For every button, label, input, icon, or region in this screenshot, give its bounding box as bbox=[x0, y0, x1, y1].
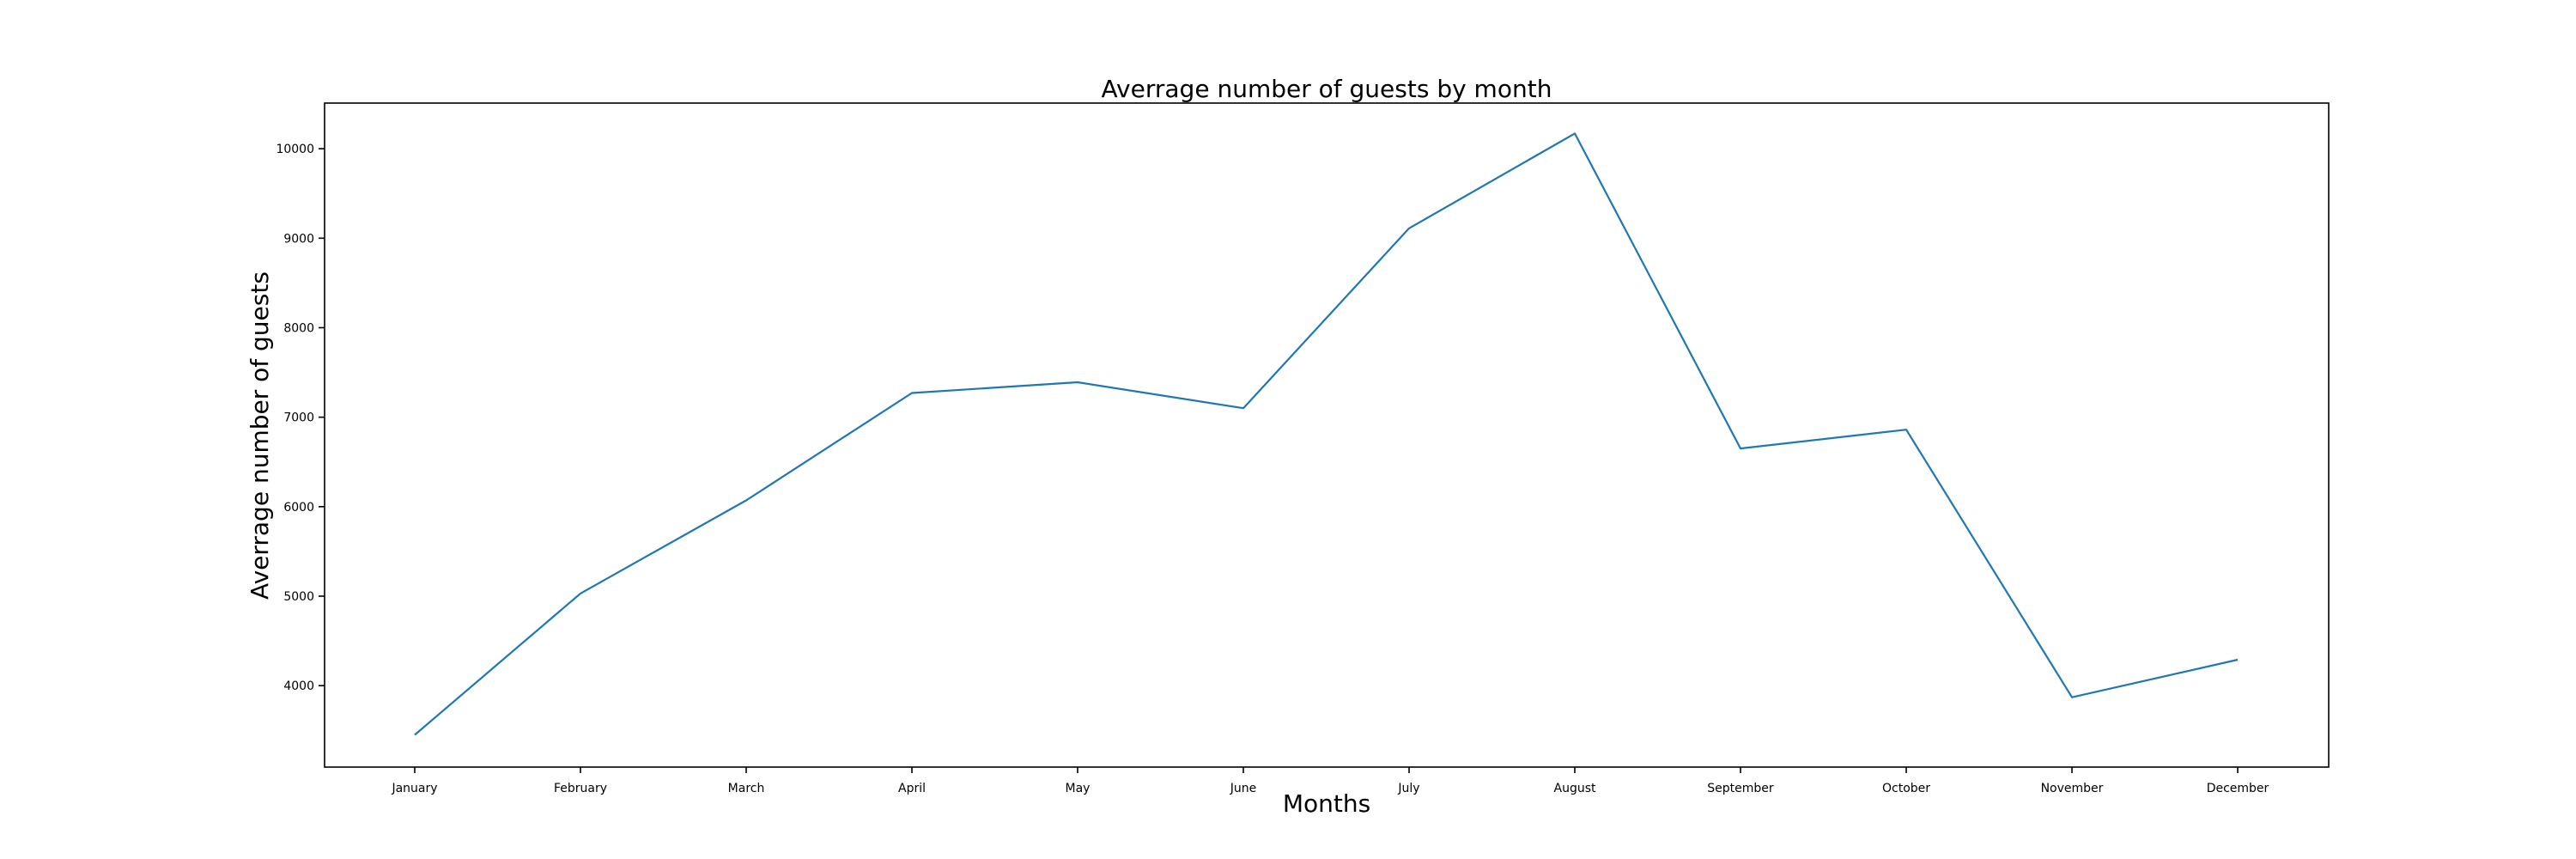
y-tick-label: 9000 bbox=[283, 232, 314, 246]
y-tick-label: 7000 bbox=[283, 411, 314, 425]
y-axis: 4000 5000 6000 7000 8000 9000 10000 bbox=[276, 143, 325, 693]
x-tick-label: January bbox=[391, 782, 437, 795]
plot-frame bbox=[324, 102, 2330, 768]
x-tick-label: September bbox=[1707, 782, 1774, 795]
x-axis-label: Months bbox=[1283, 789, 1370, 818]
y-tick-label: 10000 bbox=[276, 143, 314, 156]
x-tick-label: December bbox=[2207, 782, 2269, 795]
x-tick-label: April bbox=[898, 782, 926, 795]
x-axis: January February March April May June July Augu… bbox=[391, 767, 2269, 795]
y-tick-label: 8000 bbox=[283, 321, 314, 335]
series-line bbox=[414, 132, 2239, 736]
y-tick-label: 5000 bbox=[283, 590, 314, 604]
chart-title: Averrage number of guests by month bbox=[1102, 75, 1552, 103]
x-tick-label: July bbox=[1397, 782, 1419, 795]
x-tick-label: May bbox=[1066, 782, 1091, 795]
y-axis-label: Averrage number of guests bbox=[246, 271, 274, 600]
x-tick-label: October bbox=[1882, 782, 1930, 795]
y-tick-label: 4000 bbox=[283, 679, 314, 693]
plot-area bbox=[414, 132, 2239, 736]
x-tick-label: February bbox=[554, 782, 607, 795]
x-tick-label: June bbox=[1230, 782, 1257, 795]
x-tick-label: March bbox=[728, 782, 765, 795]
y-tick-label: 6000 bbox=[283, 501, 314, 515]
x-tick-label: August bbox=[1554, 782, 1597, 795]
x-tick-label: November bbox=[2041, 782, 2104, 795]
